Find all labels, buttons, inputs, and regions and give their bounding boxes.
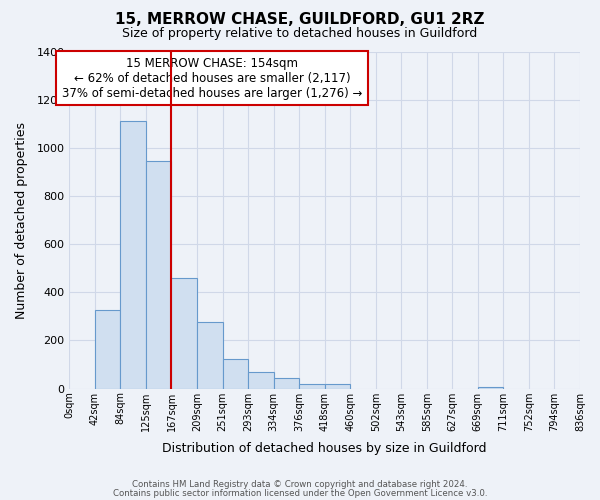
Bar: [299, 384, 325, 388]
Bar: [197, 322, 223, 388]
Bar: [146, 161, 172, 388]
Bar: [121, 122, 146, 388]
Bar: [95, 310, 121, 388]
Bar: [325, 384, 350, 388]
Bar: [274, 378, 299, 388]
Bar: [223, 358, 248, 388]
Y-axis label: Number of detached properties: Number of detached properties: [15, 122, 28, 318]
Bar: [172, 278, 197, 388]
Text: Contains HM Land Registry data © Crown copyright and database right 2024.: Contains HM Land Registry data © Crown c…: [132, 480, 468, 489]
Bar: [248, 372, 274, 388]
X-axis label: Distribution of detached houses by size in Guildford: Distribution of detached houses by size …: [163, 442, 487, 455]
Text: Size of property relative to detached houses in Guildford: Size of property relative to detached ho…: [122, 28, 478, 40]
Text: Contains public sector information licensed under the Open Government Licence v3: Contains public sector information licen…: [113, 488, 487, 498]
Text: 15 MERROW CHASE: 154sqm
← 62% of detached houses are smaller (2,117)
37% of semi: 15 MERROW CHASE: 154sqm ← 62% of detache…: [62, 56, 362, 100]
Text: 15, MERROW CHASE, GUILDFORD, GU1 2RZ: 15, MERROW CHASE, GUILDFORD, GU1 2RZ: [115, 12, 485, 28]
